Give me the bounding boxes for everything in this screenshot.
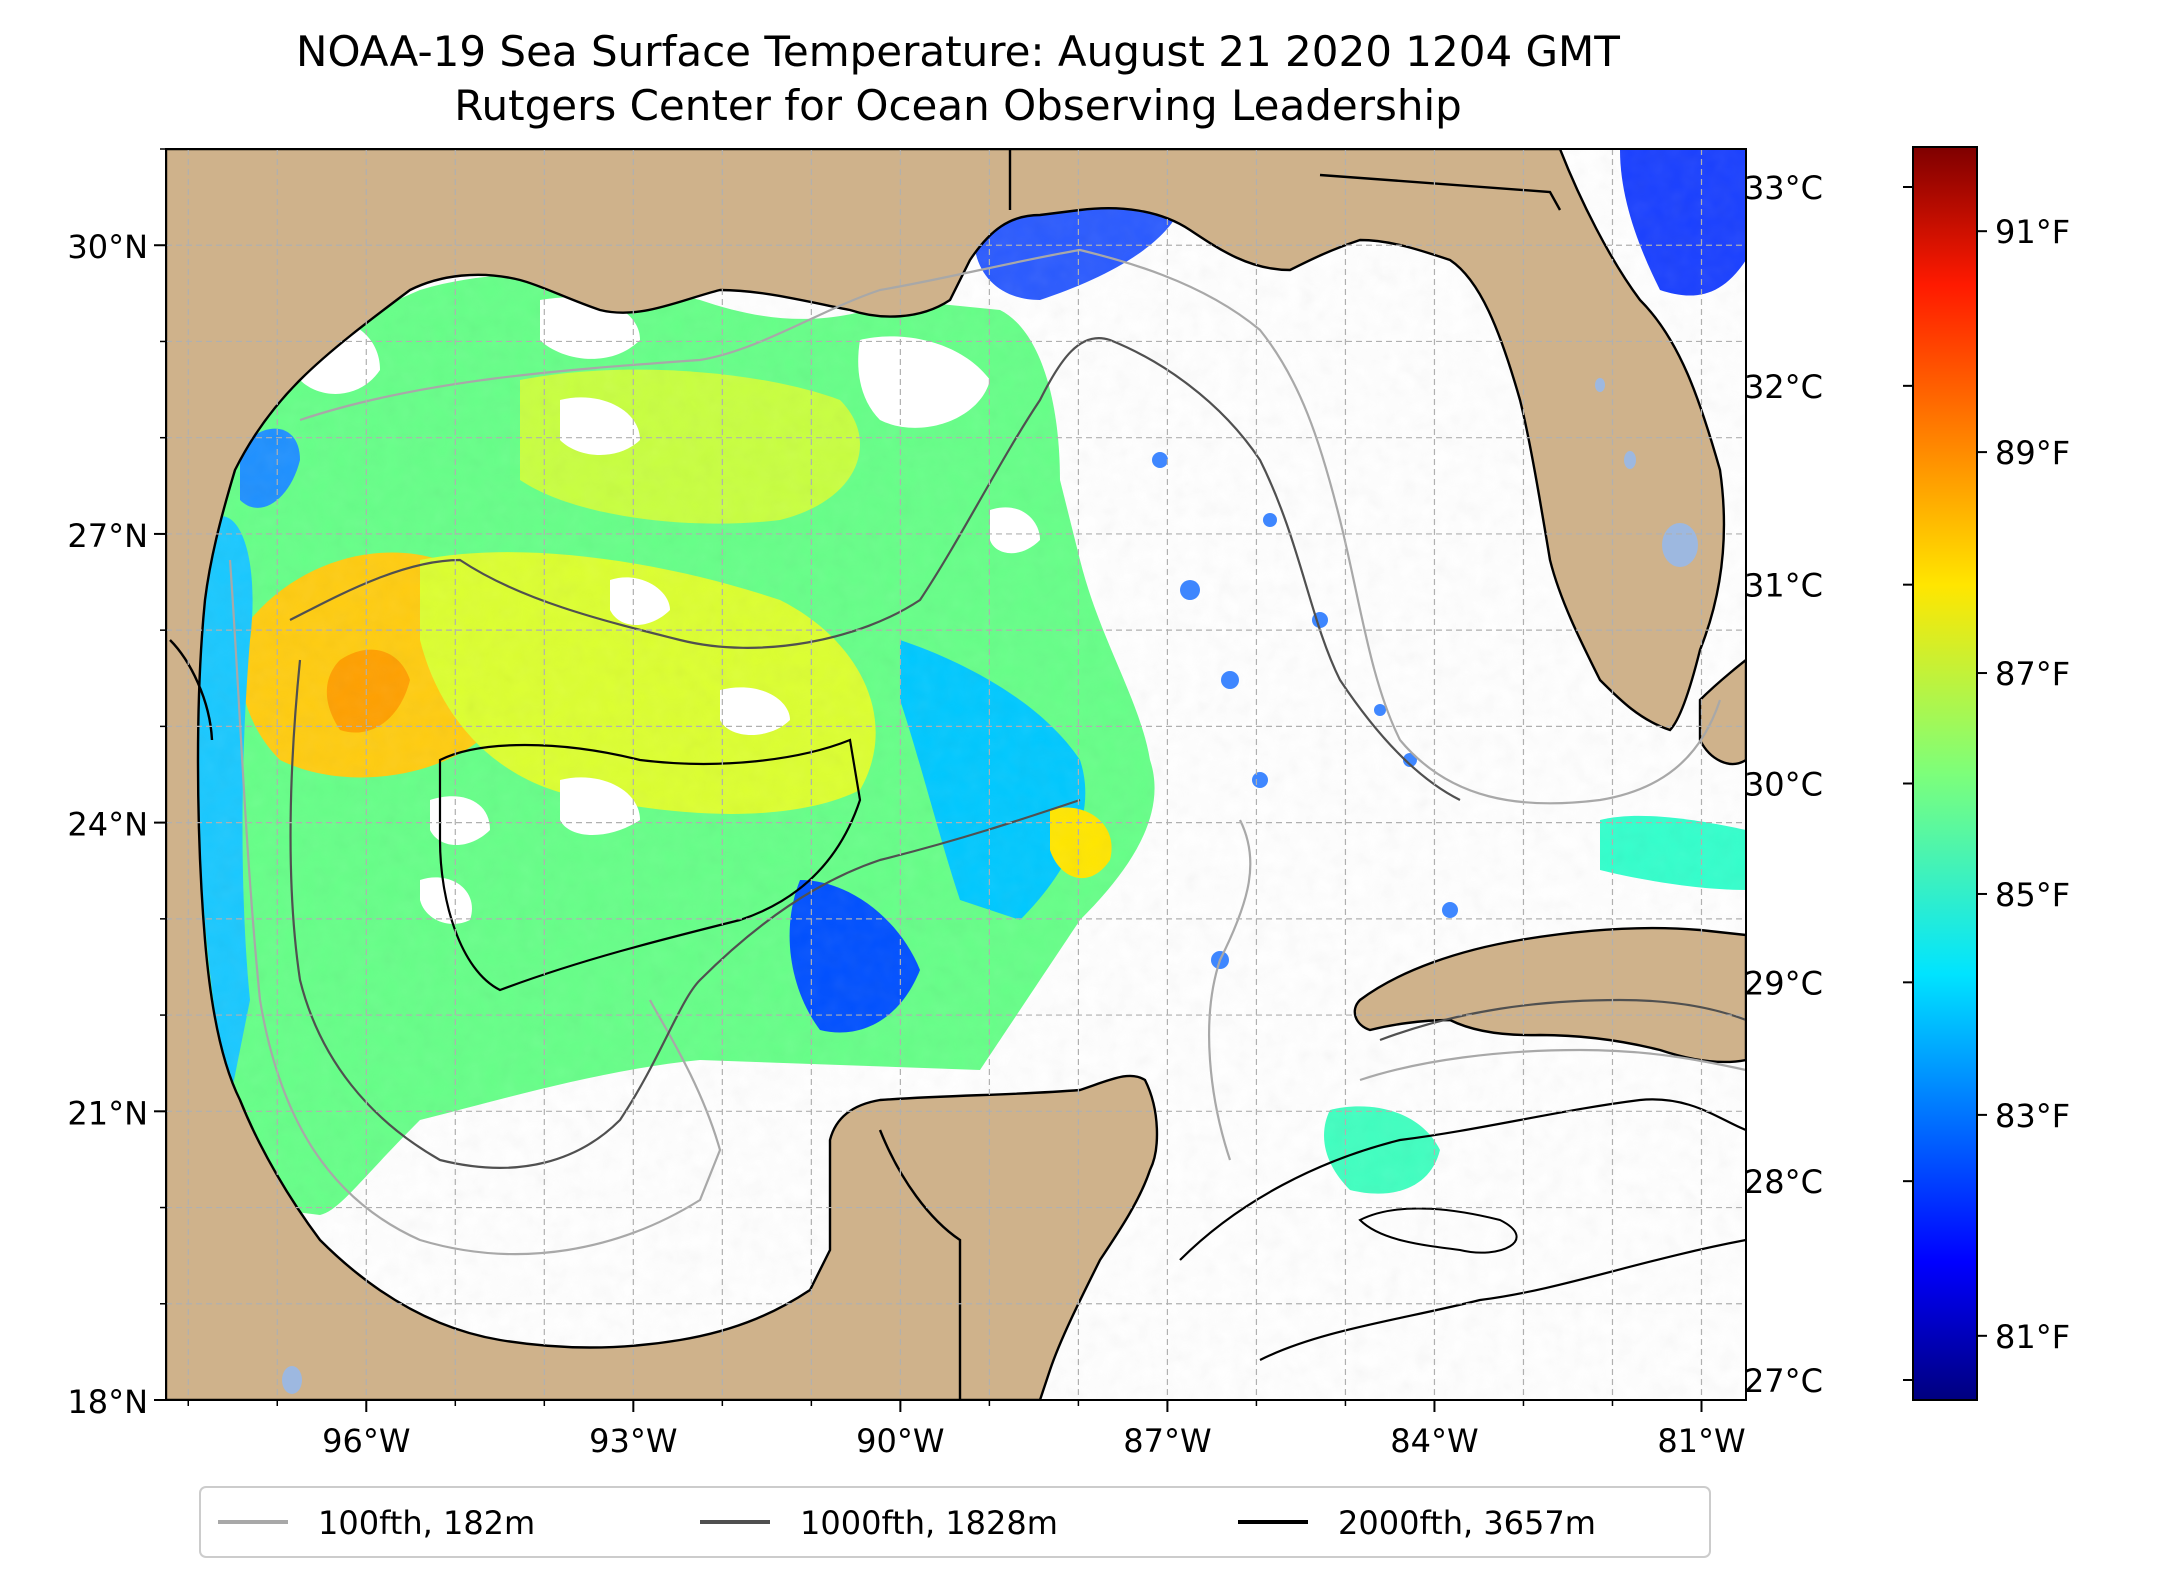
fahrenheit-tick-label: 83°F: [1995, 1097, 2070, 1135]
legend-label: 2000fth, 3657m: [1338, 1504, 1596, 1542]
colorbar-ticks: 33°C 32°C 31°C 30°C 29°C 28°C 27°C 91°F 89°F 87°F…: [1744, 169, 2070, 1400]
fahrenheit-tick-label: 91°F: [1995, 213, 2070, 251]
map-frame: [165, 148, 1747, 1401]
fahrenheit-tick-label: 85°F: [1995, 876, 2070, 914]
lat-tick-label: 18°N: [67, 1383, 148, 1421]
fahrenheit-tick-label: 89°F: [1995, 434, 2070, 472]
fahrenheit-tick-label: 81°F: [1995, 1318, 2070, 1356]
map-subtitle: Rutgers Center for Ocean Observing Leade…: [454, 81, 1462, 130]
map-gridlines: [166, 149, 1746, 1400]
celsius-tick-label: 28°C: [1744, 1163, 1823, 1201]
legend-label: 100fth, 182m: [318, 1504, 535, 1542]
fahrenheit-tick-label: 87°F: [1995, 655, 2070, 693]
celsius-tick-label: 29°C: [1744, 964, 1823, 1002]
lon-tick-label: 90°W: [856, 1422, 944, 1460]
lon-tick-label: 84°W: [1390, 1422, 1478, 1460]
sst-field: [166, 149, 1746, 1400]
lon-tick-label: 87°W: [1123, 1422, 1211, 1460]
lat-tick-label: 21°N: [67, 1094, 148, 1132]
lon-tick-label: 96°W: [322, 1422, 410, 1460]
map-axis-ticks: 30°N 27°N 24°N 21°N 18°N 96°W 93°W 90°W 87°W 84°W…: [67, 148, 1746, 1460]
bathymetry-contours: [228, 248, 1746, 1361]
celsius-tick-label: 30°C: [1744, 766, 1823, 804]
colorbar-gradient: [1912, 146, 1978, 1401]
colorbar: 33°C 32°C 31°C 30°C 29°C 28°C 27°C 91°F 89°F 87°F…: [1744, 146, 2070, 1401]
celsius-tick-label: 31°C: [1744, 567, 1823, 605]
map-title: NOAA-19 Sea Surface Temperature: August …: [296, 27, 1620, 76]
lat-tick-label: 27°N: [67, 517, 148, 555]
lon-tick-label: 81°W: [1657, 1422, 1745, 1460]
celsius-tick-label: 33°C: [1744, 169, 1823, 207]
lat-tick-label: 24°N: [67, 806, 148, 844]
land-masses: [166, 149, 1746, 1400]
lon-tick-label: 93°W: [589, 1422, 677, 1460]
legend-box: [199, 1486, 1711, 1558]
celsius-tick-label: 27°C: [1744, 1362, 1823, 1400]
contour-legend: 100fth, 182m 1000fth, 1828m 2000fth, 3657m: [199, 1486, 1711, 1558]
legend-label: 1000fth, 1828m: [800, 1504, 1058, 1542]
celsius-tick-label: 32°C: [1744, 368, 1823, 406]
lat-tick-label: 30°N: [67, 228, 148, 266]
map-area: [166, 149, 1746, 1400]
political-borders: [169, 149, 1562, 1400]
